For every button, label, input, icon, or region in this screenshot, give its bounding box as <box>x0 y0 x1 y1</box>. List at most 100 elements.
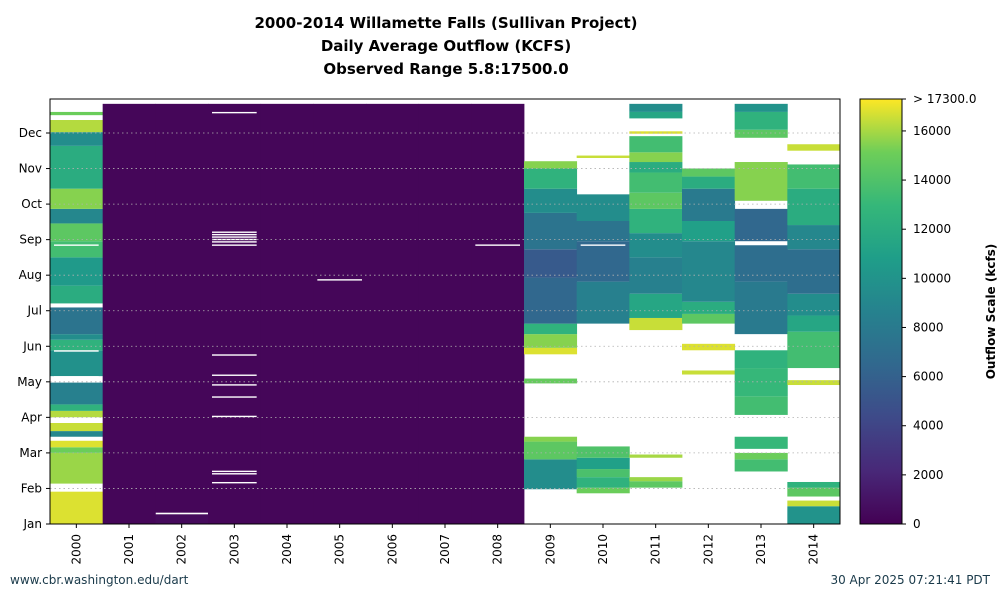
y-tick-label: Mar <box>19 446 42 460</box>
missing-day-2003 <box>212 374 257 376</box>
heatmap-cell-2010 <box>576 221 630 242</box>
plot-frame <box>49 98 841 525</box>
x-tick-label: 2011 <box>649 534 663 565</box>
heatmap-cell-2000 <box>50 188 104 209</box>
heatmap-cell-2003 <box>208 103 262 525</box>
heatmap-cell-2013 <box>734 350 788 369</box>
heatmap-cell-2014 <box>787 506 841 524</box>
heatmap-cell-2014 <box>787 487 841 497</box>
heatmap-cell-2009 <box>524 441 578 460</box>
x-tick-label: 2010 <box>596 534 610 565</box>
missing-day-2003 <box>212 244 257 246</box>
heatmap-cell-2009 <box>524 378 578 384</box>
heatmap-cell-2012 <box>682 221 736 242</box>
heatmap-cell-2012 <box>682 301 736 314</box>
heatmap-cell-2009 <box>524 334 578 348</box>
heatmap-cell-2002 <box>155 514 209 524</box>
heatmap-cell-2000 <box>50 452 104 484</box>
heatmap-cell-2009 <box>524 277 578 324</box>
heatmap-cell-2009 <box>524 459 578 490</box>
missing-day-2003 <box>212 384 257 386</box>
heatmap-cell-2000 <box>50 382 104 405</box>
x-tick-label: 2000 <box>69 534 83 565</box>
heatmap-cell-2013 <box>734 208 788 242</box>
colorbar-tick-label: 0 <box>913 517 921 531</box>
heatmap-cell-2009 <box>524 168 578 189</box>
y-tick-label: Jul <box>27 304 42 318</box>
heatmap-cell-2008 <box>471 103 525 525</box>
heatmap-cell-2014 <box>787 315 841 332</box>
y-tick-label: Sep <box>19 233 42 247</box>
y-tick-label: Nov <box>19 162 42 176</box>
colorbar-tick-label: 4000 <box>913 419 944 433</box>
heatmap-cell-2011 <box>629 111 683 119</box>
heatmap-cell-2014 <box>787 225 841 250</box>
y-tick-label: Dec <box>19 126 42 140</box>
heatmap-cell-2013 <box>734 129 788 138</box>
heatmap-cell-2014 <box>787 164 841 189</box>
chart-subtitle: Daily Average Outflow (KCFS) <box>320 37 572 55</box>
x-tick-label: 2006 <box>385 534 399 565</box>
colorbar-tick-label: 10000 <box>913 271 951 285</box>
plot-area <box>50 95 841 525</box>
heatmap-cell-2000 <box>50 404 104 411</box>
heatmap-cell-2012 <box>682 188 736 222</box>
heatmap-cell-2014 <box>787 249 841 294</box>
heatmap-cell-2010 <box>576 457 630 470</box>
heatmap-cell-2013 <box>734 436 788 449</box>
x-tick-label: 2004 <box>280 534 294 565</box>
missing-day-2003 <box>212 233 257 236</box>
heatmap-cell-2014 <box>787 188 841 226</box>
heatmap-cell-2000 <box>50 145 104 189</box>
missing-day-2003 <box>212 241 257 243</box>
heatmap-cell-2011 <box>629 136 683 153</box>
chart-title-block: 2000-2014 Willamette Falls (Sullivan Pro… <box>0 12 892 81</box>
heatmap-cell-2014 <box>787 331 841 369</box>
heatmap-cell-2011 <box>629 317 683 331</box>
heatmap-cell-2011 <box>629 192 683 209</box>
heatmap-cell-2000 <box>50 350 104 377</box>
heatmap-cell-2004 <box>260 103 314 525</box>
x-tick-label: 2001 <box>122 534 136 565</box>
heatmap-cell-2010 <box>576 155 630 158</box>
heatmap-cell-2009 <box>524 249 578 278</box>
x-tick-label: 2009 <box>543 534 557 565</box>
heatmap-cell-2014 <box>787 380 841 386</box>
heatmap-cell-2011 <box>629 162 683 173</box>
axes: Jan Feb Mar Apr May Jun Jul Aug Sep Oct Nov Dec 2000… <box>17 98 841 565</box>
x-tick-label: 2005 <box>333 534 347 565</box>
heatmap-cell-2000 <box>50 339 104 351</box>
missing-day-2010 <box>580 244 626 246</box>
colorbar-tick-label: 14000 <box>913 173 951 187</box>
missing-day-2003 <box>212 99 257 102</box>
missing-day-2003 <box>212 111 257 114</box>
missing-day-2003 <box>212 238 257 241</box>
heatmap-cell-2014 <box>787 500 841 507</box>
y-tick-label: Jan <box>23 517 43 531</box>
heatmap-cell-2011 <box>629 233 683 258</box>
heatmap-cell-2000 <box>50 285 104 304</box>
missing-day-2000 <box>54 417 99 419</box>
heatmap-cell-2002 <box>155 103 209 513</box>
y-tick-label: Apr <box>21 410 42 424</box>
y-tick-label: Oct <box>21 197 42 211</box>
heatmap-cell-2000 <box>50 307 104 335</box>
heatmap-cell-2009 <box>524 436 578 442</box>
heatmap-cell-2011 <box>629 152 683 163</box>
colorbar-tick-label: 12000 <box>913 222 951 236</box>
x-tick-label: 2003 <box>227 534 241 565</box>
heatmap-cell-2000 <box>50 257 104 286</box>
heatmap-cell-2000 <box>50 440 104 448</box>
heatmap-cell-2013 <box>734 452 788 460</box>
missing-day-2005 <box>317 279 362 281</box>
heatmap-cell-2013 <box>734 111 788 130</box>
heatmap-cell-2011 <box>629 257 683 294</box>
y-tick-label: Jun <box>22 339 42 353</box>
heatmap-cell-2014 <box>787 293 841 316</box>
colorbar-tick-label: 8000 <box>913 320 944 334</box>
source-link[interactable]: www.cbr.washington.edu/dart <box>10 573 189 587</box>
heatmap-cell-2013 <box>734 396 788 415</box>
missing-day-2003 <box>212 354 257 356</box>
missing-day-2003 <box>212 473 257 475</box>
heatmap-cell-2011 <box>629 481 683 488</box>
